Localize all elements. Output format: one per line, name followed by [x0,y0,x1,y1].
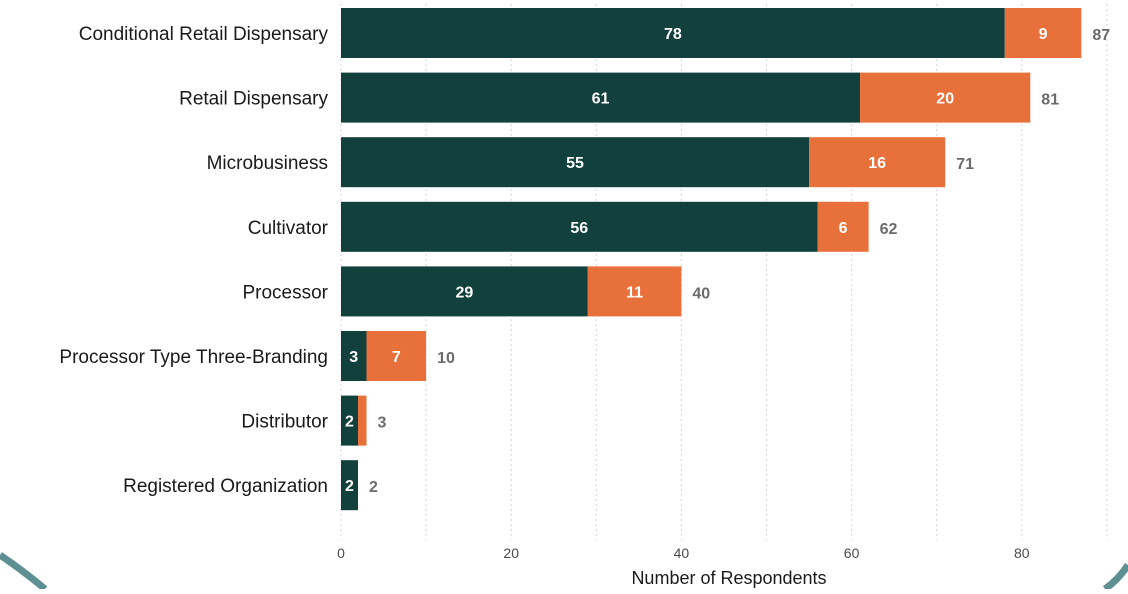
decorative-frame-curve-right [1102,563,1128,592]
category-label: Processor [242,282,328,303]
category-label: Distributor [241,412,328,433]
x-tick-label: 40 [674,545,690,561]
bar-segment-secondary [358,395,367,446]
bar-segment-primary [341,8,1005,58]
bar-segment-label: 2 [345,414,354,431]
category-label: Conditional Retail Dispensary [79,24,329,45]
x-tick-label: 20 [503,545,519,561]
bar-segment-label: 20 [936,91,954,108]
bar-segment-secondary [1004,8,1082,58]
bar-segment-label: 11 [626,284,643,301]
x-axis-title: Number of Respondents [631,568,826,588]
x-tick-label: 0 [337,545,345,561]
bar-total-label: 81 [1041,92,1059,109]
bar-segment-primary [341,395,359,446]
bar-segment-label: 7 [392,349,401,366]
bar-segment-secondary [587,266,682,317]
x-axis-ticks: 0 20 40 60 80 [337,545,1030,561]
bar-total-label: 2 [369,479,378,496]
bar-segment-label: 9 [1039,26,1048,43]
category-label: Microbusiness [207,153,328,174]
category-label: Cultivator [248,218,329,239]
bar-segment-primary [341,201,818,252]
bar-segment-label: 56 [570,220,588,237]
category-label: Registered Organization [123,476,328,497]
bar-segment-primary [341,331,367,381]
bar-segment-primary [341,266,588,317]
bar-total-label: 71 [956,156,974,173]
bar-segment-label: 6 [839,220,848,237]
bar-total-label: 62 [880,221,898,238]
bar-segment-label: 2 [345,478,354,495]
bar-total-label: 40 [692,285,710,302]
bar-segment-primary [341,460,359,511]
x-tick-label: 60 [844,545,860,561]
bar-segment-label: 29 [455,284,473,301]
bar-total-label: 10 [437,350,455,367]
category-label: Processor Type Three-Branding [59,347,328,368]
bar-total-label: 87 [1092,27,1110,44]
decorative-frame-curve [0,552,48,592]
bar-segment-label: 61 [592,91,610,108]
bar-segment-label: 16 [868,155,886,172]
x-tick-label: 80 [1014,545,1030,561]
bar-segment-label: 3 [349,349,358,366]
category-label: Retail Dispensary [179,89,328,110]
bar-segment-primary [341,72,861,123]
grid-lines [340,4,1108,540]
bar-segment-secondary [366,331,427,381]
bar-total-label: 3 [378,415,387,432]
bar-segment-label: 55 [566,155,584,172]
bar-segment-label: 78 [664,26,682,43]
bar-segment-secondary [809,137,946,188]
bar-segment-secondary [817,201,869,252]
bar-segment-primary [341,137,810,188]
category-labels: Conditional Retail Dispensary Retail Disp… [59,24,328,497]
bar-segment-secondary [860,72,1031,123]
